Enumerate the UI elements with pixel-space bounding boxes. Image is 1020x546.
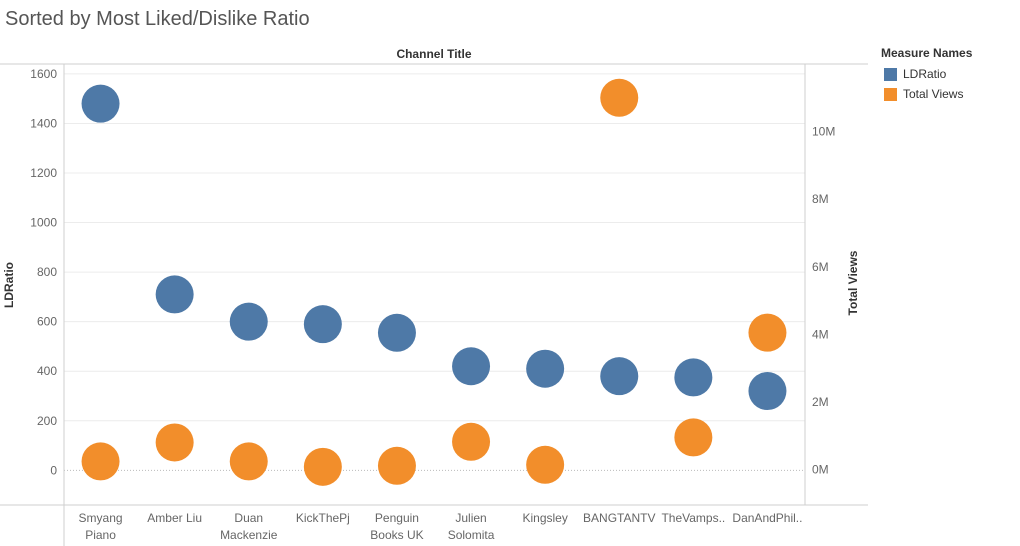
chart-svg: Channel Title 0 200 400 600 800 1000 1200 1400 16… (0, 47, 868, 546)
legend-label-ldratio: LDRatio (903, 67, 947, 81)
category-label-duan-mackenzie: Mackenzie (220, 528, 278, 542)
point-total-views-duan-mackenzie (229, 442, 268, 481)
left-tick-label: 400 (37, 364, 57, 378)
column-header: Channel Title (396, 47, 471, 61)
category-label-julien-solomita: Julien (455, 511, 486, 525)
point-ldratio-penguin-books-uk (377, 313, 416, 352)
left-tick-label: 1600 (30, 67, 57, 81)
category-label-danandphil: DanAndPhil.. (732, 511, 802, 525)
category-label-julien-solomita: Solomita (448, 528, 495, 542)
left-tick-label: 600 (37, 315, 57, 329)
right-axis-title: Total Views (846, 250, 860, 315)
left-axis-title: LDRatio (2, 262, 16, 308)
legend-item-total-views[interactable]: Total Views (881, 84, 972, 104)
category-label-smyang-piano: Smyang (79, 511, 123, 525)
point-total-views-kickthepj (303, 447, 342, 486)
category-label-kickthepj: KickThePj (296, 511, 350, 525)
point-total-views-smyang-piano (81, 442, 120, 481)
point-total-views-amber-liu (155, 423, 194, 462)
point-ldratio-duan-mackenzie (229, 302, 268, 341)
point-ldratio-amber-liu (155, 275, 194, 314)
right-tick-label: 0M (812, 463, 829, 477)
point-ldratio-thevamps (674, 358, 713, 397)
category-label-penguin-books-uk: Books UK (370, 528, 423, 542)
point-ldratio-danandphil (748, 372, 787, 411)
point-total-views-danandphil (748, 313, 787, 352)
category-label-smyang-piano: Piano (85, 528, 116, 542)
left-tick-label: 1000 (30, 216, 57, 230)
legend: Measure Names LDRatio Total Views (881, 46, 972, 104)
left-tick-label: 1400 (30, 116, 57, 130)
right-tick-label: 4M (812, 327, 829, 341)
left-tick-label: 200 (37, 414, 57, 428)
point-total-views-penguin-books-uk (377, 446, 416, 485)
legend-swatch-total-views (884, 87, 897, 101)
category-label-kingsley: Kingsley (522, 511, 567, 525)
point-total-views-kingsley (526, 445, 565, 484)
category-label-bangtantv: BANGTANTV (583, 511, 655, 525)
point-ldratio-kingsley (526, 349, 565, 388)
chart-title: Sorted by Most Liked/Dislike Ratio (5, 8, 310, 30)
category-label-amber-liu: Amber Liu (147, 511, 202, 525)
right-tick-label: 10M (812, 125, 835, 139)
point-ldratio-kickthepj (303, 305, 342, 344)
category-label-penguin-books-uk: Penguin (375, 511, 419, 525)
legend-title: Measure Names (881, 46, 973, 60)
category-label-duan-mackenzie: Duan (234, 511, 263, 525)
left-tick-label: 800 (37, 265, 57, 279)
category-label-thevamps: TheVamps.. (661, 511, 725, 525)
point-total-views-julien-solomita (452, 422, 491, 461)
legend-label-total-views: Total Views (903, 87, 964, 101)
point-ldratio-julien-solomita (452, 347, 491, 386)
right-tick-label: 6M (812, 260, 829, 274)
right-tick-label: 2M (812, 395, 829, 409)
right-tick-label: 8M (812, 192, 829, 206)
point-ldratio-smyang-piano (81, 84, 120, 123)
legend-item-ldratio[interactable]: LDRatio (881, 64, 972, 84)
point-total-views-thevamps (674, 418, 713, 457)
point-ldratio-bangtantv (600, 357, 639, 396)
point-total-views-bangtantv (600, 78, 639, 117)
left-tick-label: 0 (50, 463, 57, 477)
legend-swatch-ldratio (884, 67, 897, 81)
left-tick-label: 1200 (30, 166, 57, 180)
